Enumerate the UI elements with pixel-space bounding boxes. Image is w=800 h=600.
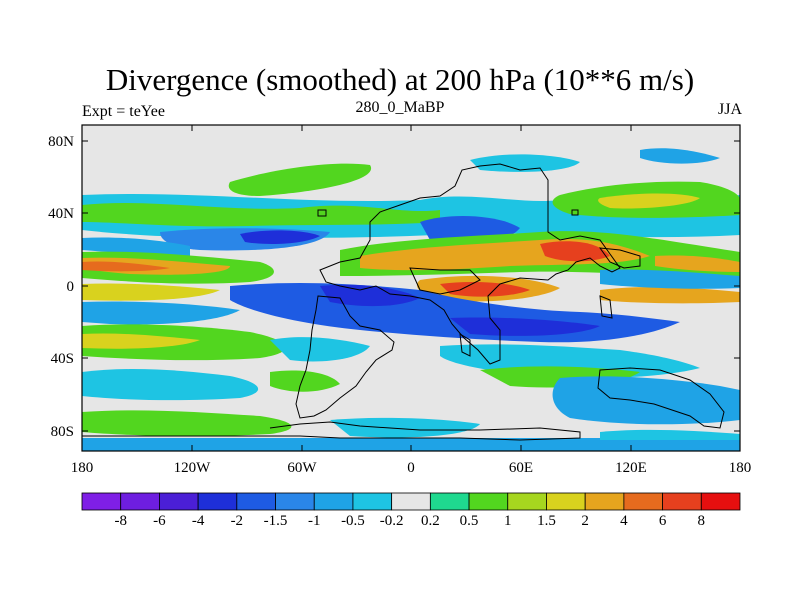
field-blob [655,255,740,272]
field-blob [598,193,700,209]
field-blob [270,337,370,362]
field-blob [82,369,259,401]
divergence-field [82,125,740,451]
colorbar-labels: -8 -6 -4 -2 -1.5 -1 -0.5 -0.2 0.2 0.5 1 1.5 2 4 6 8 [114,513,705,529]
lat-label-80s: 80S [51,424,74,440]
field-blob [540,241,610,262]
lat-label-40n: 40N [48,206,74,222]
colorbar-tick-label: 1 [504,513,512,529]
lon-label-60e: 60E [509,460,533,476]
coastlines [82,163,725,441]
colorbar-tick-label: -0.5 [341,513,365,529]
colorbar [81,492,741,511]
field-blob [600,286,740,304]
colorbar-tick-label: 4 [620,513,628,529]
lon-label-120w: 120W [174,460,212,476]
field-blob [600,429,740,440]
colorbar-swatch [468,492,509,511]
colorbar-swatch [623,492,663,511]
axis-ticks [81,125,741,451]
field-blob [470,154,580,172]
colorbar-tick-label: -2 [231,513,244,529]
colorbar-swatch [313,492,354,511]
time-label: 280_0_MaBP [355,99,445,116]
season-label: JJA [717,101,742,118]
field-blob [552,376,740,425]
field-blob [82,237,190,256]
colorbar-tick-label: 8 [698,513,706,529]
lon-label-120e: 120E [615,460,647,476]
colorbar-tick-label: 0.2 [421,513,440,529]
field-blob [600,269,740,289]
colorbar-swatch [391,492,431,511]
lon-label-180e: 180 [729,460,752,476]
colorbar-tick-label: 1.5 [537,513,556,529]
experiment-label: Expt = teYee [82,103,165,120]
field-blob [82,283,220,301]
colorbar-swatch [120,492,160,511]
lon-label-60w: 60W [287,460,317,476]
colorbar-tick-label: 0.5 [460,513,479,529]
lon-label-180w: 180 [71,460,94,476]
field-blob [82,261,170,272]
field-blob [450,317,600,336]
field-blob [82,301,240,325]
field-blob [270,370,340,392]
colorbar-swatch [662,492,702,511]
colorbar-tick-label: -1.5 [264,513,288,529]
lat-label-40s: 40S [51,351,74,367]
colorbar-swatch [197,492,238,511]
lat-label-0: 0 [67,279,75,295]
colorbar-swatch [429,492,470,511]
lat-label-80n: 80N [48,134,74,150]
field-blob [228,163,372,196]
map-title: Divergence (smoothed) at 200 hPa (10**6 … [105,62,695,97]
field-blob [330,417,480,438]
colorbar-swatch [275,492,315,511]
colorbar-swatch [700,492,741,511]
colorbar-swatch [546,492,586,511]
colorbar-swatch [236,492,276,511]
colorbar-swatch [352,492,393,511]
longitude-labels: 180 120W 60W 0 60E 120E 180 [71,460,752,476]
latitude-labels: 80N 40N 0 40S 80S [48,134,74,440]
colorbar-tick-label: -4 [192,513,205,529]
field-blob [82,203,440,227]
colorbar-tick-label: -0.2 [380,513,404,529]
colorbar-swatch [584,492,625,511]
colorbar-tick-label: 6 [659,513,667,529]
field-blob [240,230,320,244]
lon-label-0: 0 [407,460,415,476]
colorbar-tick-label: -8 [114,513,127,529]
field-blob [82,333,200,349]
colorbar-swatch [159,492,199,511]
field-blob [82,410,292,437]
colorbar-tick-label: 2 [581,513,589,529]
field-blob [440,282,530,297]
colorbar-tick-label: -6 [153,513,166,529]
colorbar-tick-label: -1 [308,513,321,529]
colorbar-swatch [507,492,547,511]
colorbar-swatch [81,492,122,511]
field-blob [320,284,420,307]
field-blob [82,438,740,451]
field-blob [640,148,720,164]
